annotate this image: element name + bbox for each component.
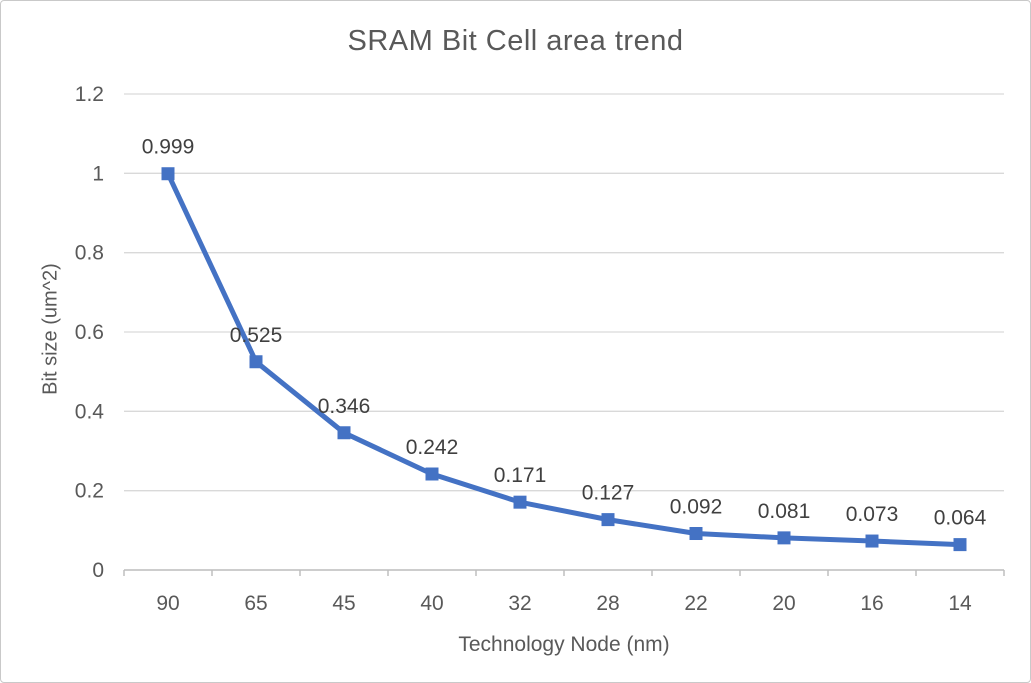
x-tick-label: 22 — [684, 592, 707, 615]
data-label: 0.242 — [406, 436, 459, 459]
data-point-marker — [337, 426, 351, 440]
x-tick-label: 40 — [420, 592, 443, 615]
data-point-marker — [513, 495, 527, 509]
y-tick-label: 1.2 — [75, 83, 104, 106]
x-tick-label: 90 — [156, 592, 179, 615]
x-tick-label: 28 — [596, 592, 619, 615]
x-axis-title: Technology Node (nm) — [458, 633, 670, 656]
data-series-line — [165, 171, 963, 548]
y-tick-label: 0.2 — [75, 480, 104, 503]
x-tick-label: 45 — [332, 592, 355, 615]
y-tick-label: 0.6 — [75, 321, 104, 344]
y-tick-label: 0 — [92, 559, 104, 582]
data-label: 0.092 — [670, 496, 723, 519]
x-tick-label: 65 — [244, 592, 267, 615]
x-tick-label: 32 — [508, 592, 531, 615]
data-label: 0.064 — [934, 507, 987, 530]
x-tick-label: 16 — [860, 592, 883, 615]
data-label: 0.999 — [142, 136, 195, 159]
x-tick-label: 20 — [772, 592, 795, 615]
chart-title: SRAM Bit Cell area trend — [347, 25, 684, 57]
x-tick-label: 14 — [948, 592, 972, 615]
y-tick-label: 1 — [92, 162, 104, 185]
data-label: 0.081 — [758, 500, 811, 523]
data-point-marker — [161, 167, 175, 181]
data-point-marker — [249, 355, 263, 369]
y-tick-label: 0.4 — [75, 400, 105, 423]
data-label: 0.525 — [230, 324, 283, 347]
data-label: 0.073 — [846, 503, 899, 526]
data-label: 0.346 — [318, 395, 371, 418]
data-label: 0.171 — [494, 464, 547, 487]
data-point-marker — [777, 531, 791, 545]
data-label: 0.127 — [582, 482, 635, 505]
data-point-marker — [689, 527, 703, 541]
data-point-marker — [865, 534, 879, 548]
data-point-marker — [953, 538, 967, 552]
y-tick-label: 0.8 — [75, 242, 104, 265]
data-point-marker — [601, 513, 615, 527]
data-point-marker — [425, 467, 439, 481]
